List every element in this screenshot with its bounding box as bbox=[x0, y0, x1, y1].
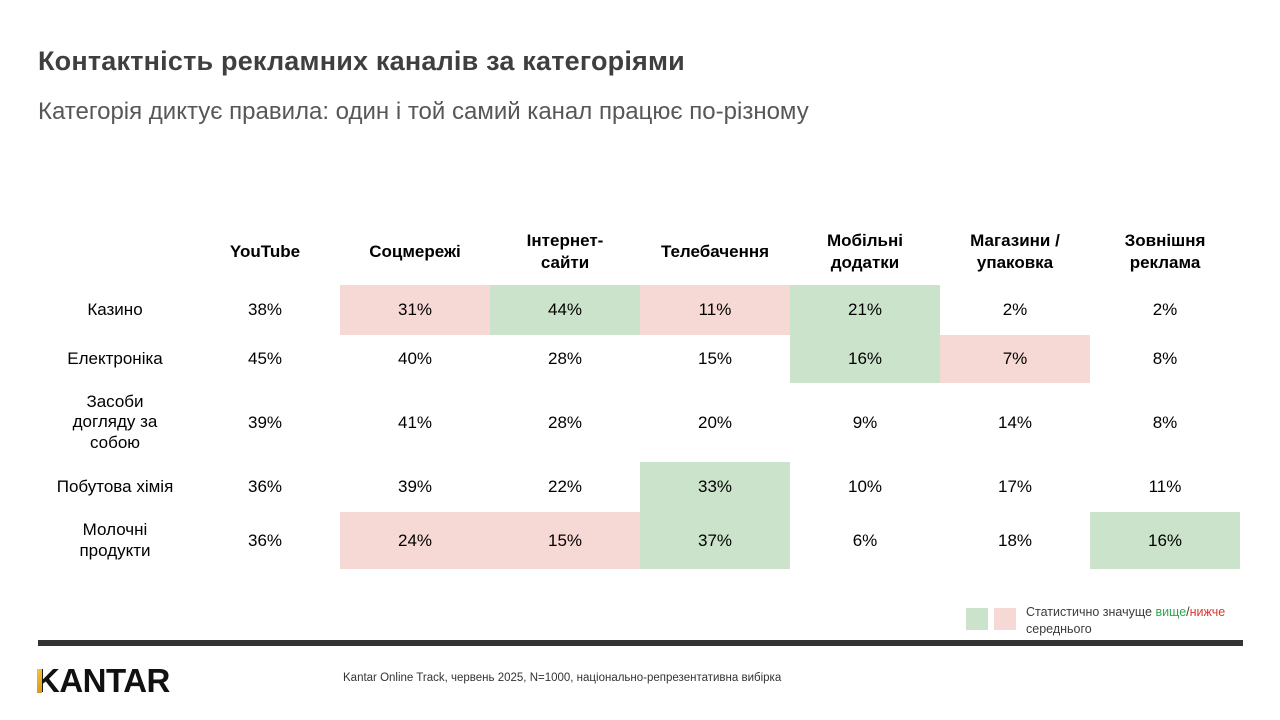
value-cell: 16% bbox=[790, 335, 940, 383]
value-cell: 2% bbox=[1152, 300, 1178, 319]
value-cell: 15% bbox=[697, 349, 733, 368]
legend-lower-swatch bbox=[994, 608, 1016, 630]
row-label: Казино bbox=[87, 299, 143, 319]
value-cell: 24% bbox=[340, 512, 490, 569]
table-corner bbox=[40, 218, 190, 285]
page-subtitle: Категорія диктує правила: один і той сам… bbox=[38, 98, 809, 125]
row-label: Засоби догляду за собою bbox=[72, 391, 158, 452]
row-label: Побутова хімія bbox=[56, 476, 174, 496]
legend-suffix: середнього bbox=[1026, 621, 1092, 636]
value-cell: 41% bbox=[397, 412, 433, 432]
kantar-logo-text: KANTAR bbox=[36, 661, 170, 699]
legend-higher-swatch bbox=[966, 608, 988, 630]
value-cell: 11% bbox=[640, 285, 790, 335]
value-cell: 33% bbox=[640, 462, 790, 512]
value-cell: 6% bbox=[852, 530, 878, 550]
legend-prefix: Статистично значуще bbox=[1026, 605, 1156, 619]
legend-separator: / bbox=[1186, 605, 1190, 619]
row-label: Молочні продукти bbox=[79, 520, 151, 560]
value-cell: 2% bbox=[1002, 300, 1028, 319]
value-cell: 7% bbox=[940, 335, 1090, 383]
column-header: Соцмережі bbox=[369, 241, 461, 261]
value-cell: 39% bbox=[397, 477, 433, 496]
value-cell: 14% bbox=[997, 412, 1033, 432]
value-cell: 20% bbox=[697, 412, 733, 432]
value-cell: 36% bbox=[247, 530, 283, 550]
value-cell: 11% bbox=[1148, 477, 1182, 496]
value-cell: 38% bbox=[247, 300, 283, 319]
column-header: Зовнішня реклама bbox=[1124, 231, 1206, 272]
legend-text: Статистично значуще вище/нижче середньог… bbox=[1026, 604, 1236, 638]
value-cell: 8% bbox=[1152, 412, 1178, 432]
kantar-logo-gold-bar-icon bbox=[37, 669, 42, 693]
value-cell: 18% bbox=[997, 530, 1033, 550]
kantar-logo: KANTAR bbox=[36, 660, 170, 700]
value-cell: 44% bbox=[490, 285, 640, 335]
legend-higher-word: вище bbox=[1155, 605, 1187, 619]
value-cell: 40% bbox=[397, 349, 433, 368]
value-cell: 16% bbox=[1090, 512, 1240, 569]
value-cell: 10% bbox=[847, 477, 883, 496]
significance-legend: Статистично значуще вище/нижче середньог… bbox=[966, 604, 1236, 638]
contact-table: YouTube Соцмережі Інтернет-сайти Телебаченн… bbox=[40, 218, 1240, 569]
column-header: Магазини / упаковка bbox=[970, 231, 1060, 272]
value-cell: 17% bbox=[997, 477, 1033, 496]
value-cell: 37% bbox=[640, 512, 790, 569]
value-cell: 9% bbox=[852, 412, 878, 432]
value-cell: 21% bbox=[790, 285, 940, 335]
value-cell: 36% bbox=[247, 477, 283, 496]
value-cell: 31% bbox=[340, 285, 490, 335]
legend-lower-word: нижче bbox=[1189, 605, 1226, 619]
column-header: Мобільні додатки bbox=[826, 231, 903, 272]
value-cell: 45% bbox=[247, 349, 283, 368]
value-cell: 8% bbox=[1152, 349, 1178, 368]
value-cell: 28% bbox=[547, 349, 583, 368]
source-note: Kantar Online Track, червень 2025, N=100… bbox=[343, 672, 782, 684]
value-cell: 39% bbox=[247, 412, 283, 432]
page-title: Контактність рекламних каналів за катего… bbox=[38, 46, 685, 76]
row-label: Електроніка bbox=[67, 348, 163, 368]
value-cell: 15% bbox=[490, 512, 640, 569]
column-header: Інтернет-сайти bbox=[526, 231, 604, 272]
column-header: YouTube bbox=[229, 241, 301, 261]
value-cell: 22% bbox=[547, 477, 583, 496]
footer-divider bbox=[38, 640, 1243, 646]
value-cell: 28% bbox=[547, 412, 583, 432]
column-header: Телебачення bbox=[660, 241, 770, 261]
